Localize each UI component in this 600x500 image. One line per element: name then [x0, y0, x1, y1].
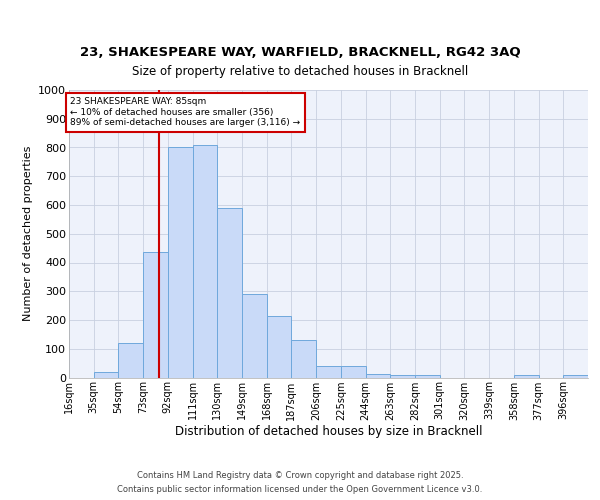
X-axis label: Distribution of detached houses by size in Bracknell: Distribution of detached houses by size … [175, 426, 482, 438]
Bar [94, 372, 118, 378]
Bar [316, 366, 341, 378]
Text: Contains HM Land Registry data © Crown copyright and database right 2025.: Contains HM Land Registry data © Crown c… [137, 472, 463, 480]
Bar [267, 316, 292, 378]
Text: 23 SHAKESPEARE WAY: 85sqm
← 10% of detached houses are smaller (356)
89% of semi: 23 SHAKESPEARE WAY: 85sqm ← 10% of detac… [70, 97, 301, 127]
Bar [193, 144, 217, 378]
Text: Contains public sector information licensed under the Open Government Licence v3: Contains public sector information licen… [118, 484, 482, 494]
Bar [143, 252, 168, 378]
Text: 23, SHAKESPEARE WAY, WARFIELD, BRACKNELL, RG42 3AQ: 23, SHAKESPEARE WAY, WARFIELD, BRACKNELL… [80, 46, 520, 59]
Bar [118, 343, 143, 378]
Bar [217, 208, 242, 378]
Text: Size of property relative to detached houses in Bracknell: Size of property relative to detached ho… [132, 64, 468, 78]
Bar [242, 294, 267, 378]
Bar [514, 374, 539, 378]
Bar [563, 375, 588, 378]
Bar [292, 340, 316, 378]
Bar [365, 374, 390, 378]
Bar [390, 375, 415, 378]
Y-axis label: Number of detached properties: Number of detached properties [23, 146, 32, 322]
Bar [341, 366, 365, 378]
Bar [415, 375, 440, 378]
Bar [168, 148, 193, 378]
